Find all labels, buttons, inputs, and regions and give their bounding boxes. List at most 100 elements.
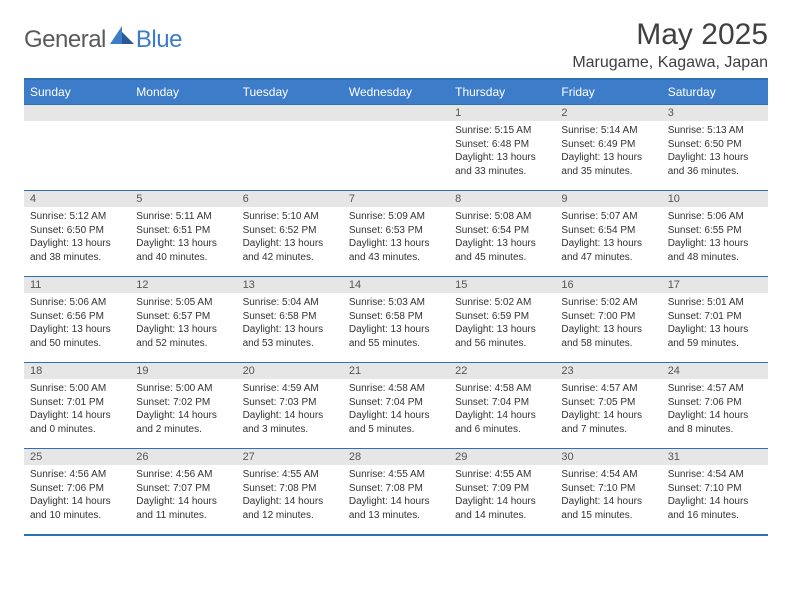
calendar-cell: 21Sunrise: 4:58 AMSunset: 7:04 PMDayligh… <box>343 363 449 449</box>
day-number: 2 <box>555 105 661 121</box>
day-data: Sunrise: 5:12 AMSunset: 6:50 PMDaylight:… <box>24 207 130 268</box>
day-number: 26 <box>130 449 236 465</box>
weekday-header: Saturday <box>662 79 768 105</box>
calendar-cell: 6Sunrise: 5:10 AMSunset: 6:52 PMDaylight… <box>237 191 343 277</box>
day-data: Sunrise: 5:03 AMSunset: 6:58 PMDaylight:… <box>343 293 449 354</box>
day-data: Sunrise: 4:55 AMSunset: 7:08 PMDaylight:… <box>343 465 449 526</box>
calendar-cell: 14Sunrise: 5:03 AMSunset: 6:58 PMDayligh… <box>343 277 449 363</box>
day-number: 18 <box>24 363 130 379</box>
day-data: Sunrise: 4:54 AMSunset: 7:10 PMDaylight:… <box>662 465 768 526</box>
calendar-cell: 24Sunrise: 4:57 AMSunset: 7:06 PMDayligh… <box>662 363 768 449</box>
calendar-cell <box>130 105 236 191</box>
weekday-header: Thursday <box>449 79 555 105</box>
day-number: 8 <box>449 191 555 207</box>
calendar-cell: 12Sunrise: 5:05 AMSunset: 6:57 PMDayligh… <box>130 277 236 363</box>
day-number: 27 <box>237 449 343 465</box>
day-number: 31 <box>662 449 768 465</box>
day-number: 9 <box>555 191 661 207</box>
calendar-cell: 20Sunrise: 4:59 AMSunset: 7:03 PMDayligh… <box>237 363 343 449</box>
calendar-table: SundayMondayTuesdayWednesdayThursdayFrid… <box>24 78 768 536</box>
day-data <box>343 121 449 171</box>
calendar-cell: 28Sunrise: 4:55 AMSunset: 7:08 PMDayligh… <box>343 449 449 535</box>
day-number <box>343 105 449 121</box>
day-number: 12 <box>130 277 236 293</box>
day-data: Sunrise: 5:02 AMSunset: 6:59 PMDaylight:… <box>449 293 555 354</box>
day-data: Sunrise: 4:58 AMSunset: 7:04 PMDaylight:… <box>343 379 449 440</box>
calendar-cell: 3Sunrise: 5:13 AMSunset: 6:50 PMDaylight… <box>662 105 768 191</box>
calendar-cell: 7Sunrise: 5:09 AMSunset: 6:53 PMDaylight… <box>343 191 449 277</box>
calendar-cell: 9Sunrise: 5:07 AMSunset: 6:54 PMDaylight… <box>555 191 661 277</box>
calendar-cell: 5Sunrise: 5:11 AMSunset: 6:51 PMDaylight… <box>130 191 236 277</box>
calendar-cell: 23Sunrise: 4:57 AMSunset: 7:05 PMDayligh… <box>555 363 661 449</box>
day-data: Sunrise: 5:07 AMSunset: 6:54 PMDaylight:… <box>555 207 661 268</box>
day-data: Sunrise: 5:05 AMSunset: 6:57 PMDaylight:… <box>130 293 236 354</box>
calendar-cell: 2Sunrise: 5:14 AMSunset: 6:49 PMDaylight… <box>555 105 661 191</box>
calendar-cell <box>24 105 130 191</box>
day-data: Sunrise: 4:59 AMSunset: 7:03 PMDaylight:… <box>237 379 343 440</box>
day-data: Sunrise: 5:15 AMSunset: 6:48 PMDaylight:… <box>449 121 555 182</box>
calendar-cell: 31Sunrise: 4:54 AMSunset: 7:10 PMDayligh… <box>662 449 768 535</box>
day-data: Sunrise: 4:56 AMSunset: 7:07 PMDaylight:… <box>130 465 236 526</box>
calendar-cell: 27Sunrise: 4:55 AMSunset: 7:08 PMDayligh… <box>237 449 343 535</box>
calendar-cell: 30Sunrise: 4:54 AMSunset: 7:10 PMDayligh… <box>555 449 661 535</box>
weekday-header: Friday <box>555 79 661 105</box>
day-data: Sunrise: 5:06 AMSunset: 6:55 PMDaylight:… <box>662 207 768 268</box>
day-number: 25 <box>24 449 130 465</box>
day-data: Sunrise: 5:01 AMSunset: 7:01 PMDaylight:… <box>662 293 768 354</box>
calendar-cell: 22Sunrise: 4:58 AMSunset: 7:04 PMDayligh… <box>449 363 555 449</box>
day-data <box>24 121 130 171</box>
day-data: Sunrise: 5:04 AMSunset: 6:58 PMDaylight:… <box>237 293 343 354</box>
day-number <box>130 105 236 121</box>
day-data: Sunrise: 4:58 AMSunset: 7:04 PMDaylight:… <box>449 379 555 440</box>
day-data: Sunrise: 5:10 AMSunset: 6:52 PMDaylight:… <box>237 207 343 268</box>
day-data: Sunrise: 4:57 AMSunset: 7:05 PMDaylight:… <box>555 379 661 440</box>
weekday-header: Wednesday <box>343 79 449 105</box>
logo-mark-icon <box>110 26 134 44</box>
day-number: 13 <box>237 277 343 293</box>
day-number: 15 <box>449 277 555 293</box>
day-number: 10 <box>662 191 768 207</box>
day-number: 29 <box>449 449 555 465</box>
calendar-cell: 11Sunrise: 5:06 AMSunset: 6:56 PMDayligh… <box>24 277 130 363</box>
day-data: Sunrise: 5:09 AMSunset: 6:53 PMDaylight:… <box>343 207 449 268</box>
day-data: Sunrise: 5:00 AMSunset: 7:02 PMDaylight:… <box>130 379 236 440</box>
day-data: Sunrise: 5:11 AMSunset: 6:51 PMDaylight:… <box>130 207 236 268</box>
day-number: 20 <box>237 363 343 379</box>
day-number: 17 <box>662 277 768 293</box>
day-number: 21 <box>343 363 449 379</box>
calendar-cell: 1Sunrise: 5:15 AMSunset: 6:48 PMDaylight… <box>449 105 555 191</box>
calendar-cell: 29Sunrise: 4:55 AMSunset: 7:09 PMDayligh… <box>449 449 555 535</box>
day-number: 28 <box>343 449 449 465</box>
calendar-cell: 19Sunrise: 5:00 AMSunset: 7:02 PMDayligh… <box>130 363 236 449</box>
day-data: Sunrise: 5:00 AMSunset: 7:01 PMDaylight:… <box>24 379 130 440</box>
calendar-row: 25Sunrise: 4:56 AMSunset: 7:06 PMDayligh… <box>24 449 768 535</box>
calendar-cell: 26Sunrise: 4:56 AMSunset: 7:07 PMDayligh… <box>130 449 236 535</box>
calendar-cell: 25Sunrise: 4:56 AMSunset: 7:06 PMDayligh… <box>24 449 130 535</box>
day-number: 6 <box>237 191 343 207</box>
day-data <box>237 121 343 171</box>
day-data: Sunrise: 5:13 AMSunset: 6:50 PMDaylight:… <box>662 121 768 182</box>
calendar-row: 1Sunrise: 5:15 AMSunset: 6:48 PMDaylight… <box>24 105 768 191</box>
calendar-cell: 17Sunrise: 5:01 AMSunset: 7:01 PMDayligh… <box>662 277 768 363</box>
calendar-cell: 16Sunrise: 5:02 AMSunset: 7:00 PMDayligh… <box>555 277 661 363</box>
location: Marugame, Kagawa, Japan <box>572 54 768 72</box>
calendar-row: 4Sunrise: 5:12 AMSunset: 6:50 PMDaylight… <box>24 191 768 277</box>
calendar-cell <box>237 105 343 191</box>
day-number: 7 <box>343 191 449 207</box>
day-data: Sunrise: 5:02 AMSunset: 7:00 PMDaylight:… <box>555 293 661 354</box>
day-number: 14 <box>343 277 449 293</box>
day-data: Sunrise: 5:08 AMSunset: 6:54 PMDaylight:… <box>449 207 555 268</box>
day-number: 30 <box>555 449 661 465</box>
day-number: 1 <box>449 105 555 121</box>
calendar-cell: 13Sunrise: 5:04 AMSunset: 6:58 PMDayligh… <box>237 277 343 363</box>
calendar-cell: 15Sunrise: 5:02 AMSunset: 6:59 PMDayligh… <box>449 277 555 363</box>
calendar-cell <box>343 105 449 191</box>
calendar-cell: 4Sunrise: 5:12 AMSunset: 6:50 PMDaylight… <box>24 191 130 277</box>
day-number: 22 <box>449 363 555 379</box>
day-number: 23 <box>555 363 661 379</box>
calendar-body: 1Sunrise: 5:15 AMSunset: 6:48 PMDaylight… <box>24 105 768 535</box>
day-number <box>237 105 343 121</box>
page-title: May 2025 <box>572 18 768 52</box>
day-data <box>130 121 236 171</box>
weekday-header-row: SundayMondayTuesdayWednesdayThursdayFrid… <box>24 79 768 105</box>
